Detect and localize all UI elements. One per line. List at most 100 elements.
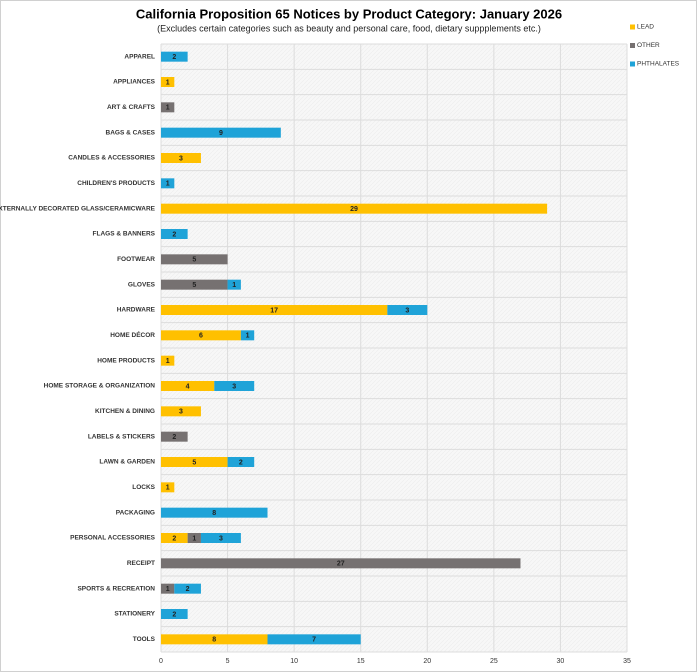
data-label: 3	[179, 409, 183, 416]
bar-segment	[161, 102, 175, 113]
legend-label: LEAD	[637, 24, 654, 31]
bar-segment	[161, 178, 175, 189]
legend-label: OTHER	[637, 42, 660, 49]
bar-segment	[214, 381, 255, 391]
bar-segment	[161, 203, 548, 214]
data-label: 4	[186, 383, 190, 390]
x-tick-label: 10	[290, 658, 298, 665]
y-tick-label: STATIONERY	[114, 611, 155, 618]
y-tick-label: PERSONAL ACCESSORIES	[70, 535, 156, 542]
data-label: 2	[172, 54, 176, 61]
y-tick-label: LABELS & STICKERS	[88, 433, 156, 440]
legend-label: PHTHALATES	[637, 61, 680, 68]
y-tick-label: CHILDREN'S PRODUCTS	[77, 180, 155, 187]
y-tick-label: TOOLS	[133, 636, 156, 643]
legend-swatch	[630, 43, 635, 48]
data-label: 5	[192, 282, 196, 289]
bar-segment	[161, 355, 175, 366]
data-label: 1	[166, 358, 170, 365]
data-label: 2	[172, 231, 176, 238]
x-tick-label: 20	[423, 658, 431, 665]
bar-segment	[227, 279, 241, 290]
data-label: 9	[219, 130, 223, 137]
data-label: 1	[166, 79, 170, 86]
y-tick-label: KITCHEN & DINING	[95, 408, 155, 415]
x-tick-label: 0	[159, 658, 163, 665]
y-tick-label: APPLIANCES	[113, 79, 156, 86]
bar-segment	[240, 330, 255, 341]
bar-segment	[161, 457, 228, 467]
chart-subtitle: (Excludes certain categories such as bea…	[157, 23, 541, 33]
bar-segment	[161, 305, 388, 315]
y-tick-label: ART & CRAFTS	[107, 104, 156, 111]
x-tick-label: 25	[490, 658, 498, 665]
bar-segment	[227, 457, 255, 467]
y-tick-label: FLAGS & BANNERS	[93, 231, 156, 238]
bar-segment	[161, 507, 268, 518]
y-tick-label: LOCKS	[132, 484, 155, 491]
bar-segment	[161, 254, 228, 265]
data-label: 2	[172, 611, 176, 618]
y-tick-label: CANDLES & ACCESSORIES	[68, 155, 155, 162]
bar-segment	[387, 305, 428, 315]
bar-segment	[161, 583, 175, 594]
data-label: 1	[166, 485, 170, 492]
bar-segment	[161, 431, 188, 442]
x-tick-label: 30	[557, 658, 565, 665]
y-tick-label: PACKAGING	[116, 509, 155, 516]
bar-segment	[174, 583, 201, 594]
data-label: 5	[192, 459, 196, 466]
bar-segment	[161, 634, 268, 645]
data-label: 17	[270, 307, 278, 314]
data-label: 3	[232, 383, 236, 390]
data-label: 27	[337, 561, 345, 568]
bar-segment	[161, 609, 188, 619]
bar-segment	[161, 558, 521, 569]
bar-segment	[161, 229, 188, 239]
chart-title: California Proposition 65 Notices by Pro…	[136, 6, 562, 21]
x-tick-label: 35	[623, 658, 631, 665]
y-tick-label: RECEIPT	[127, 560, 155, 567]
y-tick-label: BAGS & CASES	[106, 129, 156, 136]
y-tick-label: HARDWARE	[117, 307, 156, 314]
y-tick-label: GLOVES	[128, 281, 156, 288]
y-tick-label: SPORTS & RECREATION	[77, 585, 155, 592]
legend-swatch	[630, 24, 635, 30]
bar-segment	[161, 482, 175, 493]
bar-segment	[161, 51, 188, 62]
bar-segment	[161, 77, 175, 87]
data-label: 1	[232, 282, 236, 289]
data-label: 3	[219, 535, 223, 542]
data-label: 1	[246, 333, 250, 340]
y-tick-label: HOME PRODUCTS	[97, 357, 155, 364]
y-tick-label: LAWN & GARDEN	[99, 459, 155, 466]
data-label: 3	[179, 155, 183, 162]
data-label: 8	[212, 637, 216, 644]
bar-segment	[161, 153, 201, 163]
data-label: 29	[350, 206, 358, 213]
data-label: 2	[239, 459, 243, 466]
data-label: 7	[312, 637, 316, 644]
data-label: 1	[166, 105, 170, 112]
x-tick-label: 5	[226, 658, 230, 665]
bar-segment	[161, 533, 188, 543]
y-tick-label: APPAREL	[124, 53, 155, 60]
bar-segment	[161, 381, 215, 391]
bar-segment	[200, 533, 241, 543]
bar-segment	[161, 127, 281, 138]
bar-segment	[187, 533, 201, 543]
y-tick-label: FOOTWEAR	[117, 256, 155, 263]
data-label: 8	[212, 510, 216, 517]
data-label: 3	[405, 307, 409, 314]
bar-segment	[267, 634, 361, 645]
data-label: 2	[172, 434, 176, 441]
data-label: 2	[186, 586, 190, 593]
bar-segment	[161, 279, 228, 290]
y-tick-label: EXTERNALLY DECORATED GLASS/CERAMICWARE	[0, 205, 156, 212]
data-label: 1	[192, 535, 196, 542]
data-label: 2	[172, 535, 176, 542]
data-label: 1	[166, 181, 170, 188]
bar-segment	[161, 406, 201, 417]
data-label: 6	[199, 333, 203, 340]
